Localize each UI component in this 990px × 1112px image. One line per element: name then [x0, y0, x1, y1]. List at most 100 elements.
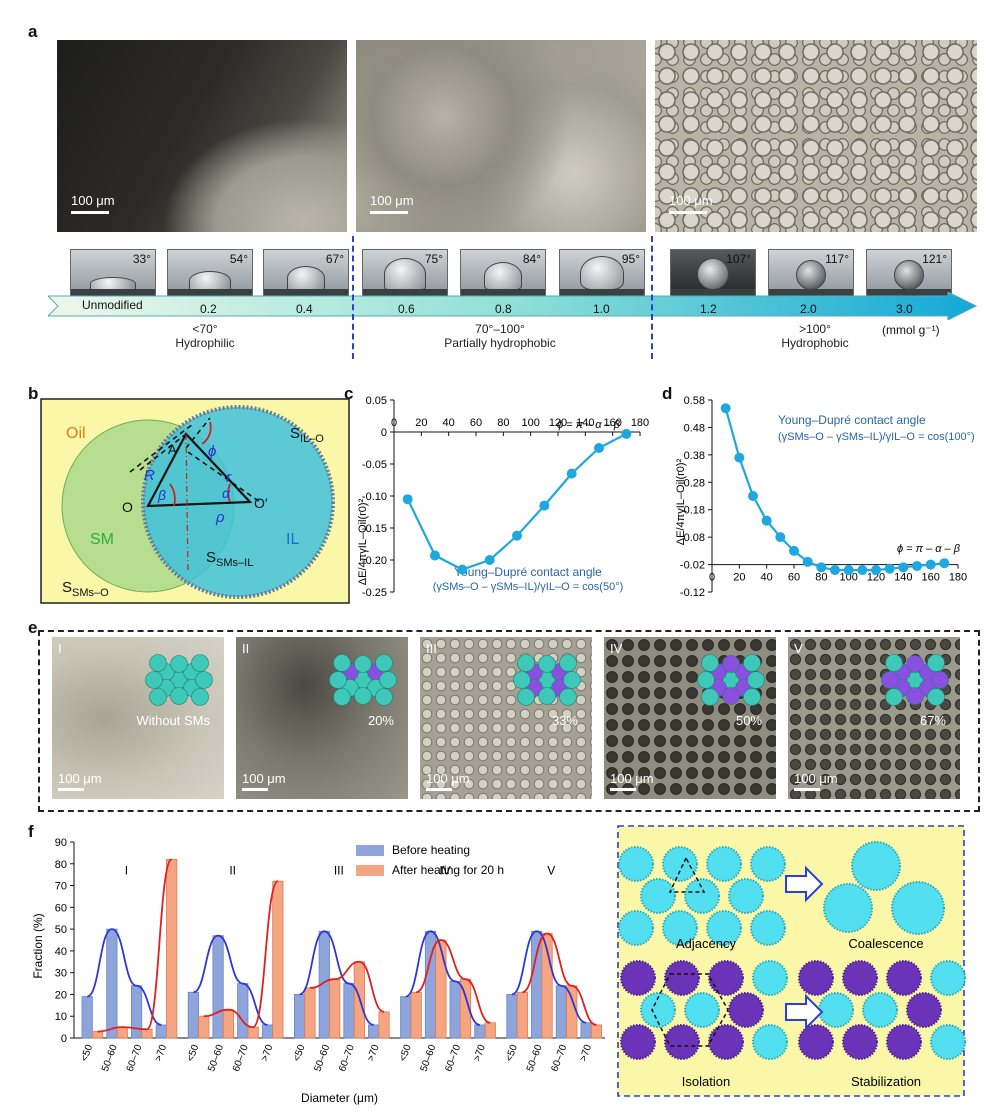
- fit-curve-after: [203, 880, 279, 1029]
- particle: [906, 655, 924, 673]
- label-radius-r: r: [226, 469, 232, 486]
- data-point: [857, 565, 868, 576]
- x-tick-label: 50–60: [100, 1043, 120, 1073]
- y-tick-label: -0.02: [680, 560, 705, 572]
- tick-1.0: 1.0: [593, 302, 610, 316]
- droplet: [851, 841, 901, 891]
- label-oil: Oil: [66, 425, 86, 442]
- scale-bar: 100 μm: [58, 771, 102, 791]
- y-tick-label: 0.38: [684, 450, 705, 462]
- particle: [195, 671, 213, 689]
- bar-after-heating: [484, 1022, 496, 1039]
- y-tick-label: 30: [55, 968, 67, 980]
- panel-label-f: f: [28, 822, 34, 841]
- label-rho: ρ: [215, 509, 225, 526]
- sample-caption: 67%: [919, 713, 946, 728]
- particle: [379, 671, 397, 689]
- scale-bar: 100 μm: [426, 771, 470, 791]
- tick-unmodified: Unmodified: [82, 298, 143, 312]
- x-tick-label: 100: [521, 417, 539, 429]
- sample-roman-numeral: IV: [610, 641, 623, 656]
- fit-curve-before: [193, 934, 268, 1026]
- panel-label-e: e: [28, 618, 38, 637]
- x-tick-label: <50: [504, 1043, 520, 1063]
- droplet: [684, 878, 720, 914]
- data-point: [761, 515, 772, 526]
- data-point: [789, 545, 799, 556]
- particle: [931, 671, 949, 689]
- x-tick-label: 20: [733, 572, 745, 584]
- bar-before-heating: [293, 994, 306, 1039]
- formula: ϕ = π – α – β: [557, 419, 621, 431]
- droplet-image-6: 95°: [559, 249, 645, 297]
- particle: [927, 654, 945, 672]
- scale-bar: 100 μm: [794, 771, 838, 791]
- scale-bar: 100 μm: [242, 771, 286, 791]
- droplet: [818, 992, 854, 1028]
- mechanism-diagram: Adjacency Coalescence Isolation Stabiliz…: [617, 825, 966, 1097]
- legend-swatch-before: [356, 845, 384, 856]
- data-point: [734, 452, 745, 463]
- group-label: II: [229, 864, 236, 878]
- droplet-image-2: 54°: [167, 249, 253, 297]
- x-tick-label: <50: [291, 1043, 307, 1063]
- droplet: [708, 960, 744, 996]
- y-tick-label: 90: [55, 837, 67, 849]
- data-point: [484, 555, 495, 565]
- x-tick-label: <50: [185, 1043, 201, 1063]
- particle: [927, 688, 945, 706]
- bar-after-heating: [272, 880, 284, 1039]
- micrograph-hydrophobic: 100 μm: [655, 40, 977, 232]
- particle: [329, 671, 347, 689]
- bar-after-heating: [435, 939, 447, 1039]
- droplet: [752, 1024, 788, 1060]
- panel-label-b: b: [28, 384, 39, 403]
- micrograph-iii: III 33% 100 μm: [420, 637, 592, 799]
- particle: [697, 671, 715, 689]
- droplet: [930, 960, 966, 996]
- droplet: [728, 992, 764, 1028]
- legend-label-before: Before heating: [392, 843, 470, 857]
- bar-before-heating: [106, 928, 118, 1039]
- x-tick-label: 50–60: [312, 1043, 332, 1073]
- fit-curve-after: [521, 932, 597, 1026]
- y-tick-label: 0.28: [684, 477, 705, 489]
- data-point: [621, 428, 632, 439]
- droplet: [842, 960, 878, 996]
- sample-caption: 20%: [367, 713, 394, 728]
- bar-after-heating: [247, 1026, 259, 1039]
- x-tick-label: 0: [709, 572, 715, 584]
- molecular-cluster-icon: [697, 654, 765, 706]
- bar-before-heating: [506, 994, 518, 1039]
- micrograph-panel-e: [38, 630, 980, 812]
- particle: [149, 688, 167, 706]
- data-point: [939, 558, 950, 569]
- particle: [333, 688, 351, 706]
- y-tick-label: 0.05: [366, 395, 387, 407]
- particle: [517, 654, 535, 672]
- scale-bar: 100 μm: [669, 193, 713, 214]
- y-tick-label: -0.05: [362, 459, 387, 471]
- scale-bar: 100 μm: [610, 771, 654, 791]
- micrograph-partially-hydrophobic: 100 μm: [356, 40, 646, 232]
- bar-after-heating: [516, 991, 528, 1039]
- y-tick-label: 0.08: [684, 532, 705, 544]
- panel-label-d: d: [662, 384, 673, 403]
- data-point: [871, 565, 881, 576]
- data-point: [898, 562, 909, 573]
- droplet: [891, 881, 945, 935]
- particle: [191, 654, 209, 672]
- young-dupre-note: Young–Dupré contact angle: [454, 565, 602, 579]
- y-tick-label: -0.25: [362, 587, 387, 599]
- bar-before-heating: [212, 935, 224, 1039]
- bar-before-heating: [155, 1024, 167, 1039]
- data-point: [402, 494, 413, 505]
- x-tick-label: 60: [788, 572, 800, 584]
- droplet: [640, 992, 676, 1028]
- y-tick-label: 10: [55, 1011, 67, 1023]
- particle: [559, 654, 577, 672]
- droplet-image-1: 33°: [70, 249, 156, 297]
- label-beta: β: [157, 487, 166, 503]
- energy-curve: [406, 432, 627, 571]
- data-point: [566, 468, 577, 479]
